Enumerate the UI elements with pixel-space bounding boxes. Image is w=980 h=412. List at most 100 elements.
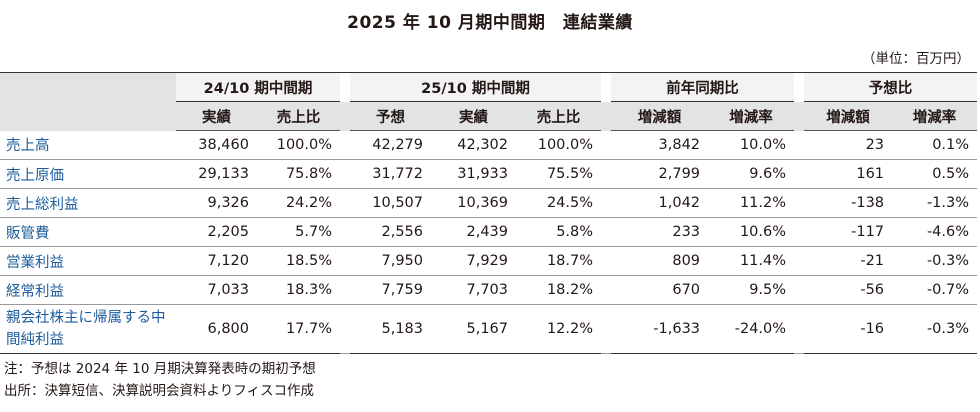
corner-cell [0, 72, 176, 131]
group-header-vs-forecast: 予想比 [804, 72, 978, 102]
cell-value: 31,933 [431, 159, 517, 189]
column-header-row: 実績 売上比 予想 実績 売上比 増減額 増減率 増減額 増減率 [0, 101, 978, 131]
unit-note: （単位：百万円） [862, 51, 970, 67]
cell-value: 3,842 [611, 130, 709, 160]
footnote-forecast: 注：予想は 2024 年 10 月期決算発表時の期初予想 [4, 361, 316, 377]
cell-value: 31,772 [350, 159, 432, 189]
cell-value: 11.4% [708, 246, 795, 276]
col-header: 増減率 [708, 101, 795, 131]
row-label: 親会社株主に帰属する中間純利益 [0, 304, 176, 354]
cell-value: -0.7% [892, 275, 978, 305]
cell-value: 161 [804, 159, 893, 189]
row-label: 経常利益 [0, 275, 176, 305]
cell-value: 42,302 [431, 130, 517, 160]
col-header: 増減額 [611, 101, 709, 131]
cell-value: 9,326 [176, 188, 257, 218]
col-header: 売上比 [257, 101, 341, 131]
table-row: 売上総利益 9,326 24.2% 10,507 10,369 24.5% 1,042 11.… [0, 188, 978, 218]
footnotes: 注：予想は 2024 年 10 月期決算発表時の期初予想 出所：決算短信、決算説… [4, 358, 316, 402]
col-header: 予想 [350, 101, 432, 131]
cell-value: 7,929 [431, 246, 517, 276]
cell-value: 5.7% [257, 217, 341, 247]
cell-value: 7,033 [176, 275, 257, 305]
cell-value: -1.3% [892, 188, 978, 218]
cell-value: 100.0% [516, 130, 602, 160]
cell-value: 18.5% [257, 246, 341, 276]
cell-value: 7,759 [350, 275, 432, 305]
table-row: 親会社株主に帰属する中間純利益 6,800 17.7% 5,183 5,167 12.2%… [0, 304, 978, 354]
cell-value: 18.7% [516, 246, 602, 276]
cell-value: 42,279 [350, 130, 432, 160]
cell-value: -16 [804, 304, 893, 354]
results-table: 24/10 期中間期 25/10 期中間期 前年同期比 予想比 実績 売上比 予… [0, 72, 978, 354]
cell-value: 0.5% [892, 159, 978, 189]
cell-value: 100.0% [257, 130, 341, 160]
col-header: 実績 [431, 101, 517, 131]
cell-value: 10.6% [708, 217, 795, 247]
cell-value: 11.2% [708, 188, 795, 218]
footnote-source: 出所：決算短信、決算説明会資料よりフィスコ作成 [4, 383, 314, 399]
cell-value: 7,950 [350, 246, 432, 276]
cell-value: -0.3% [892, 304, 978, 354]
cell-value: 809 [611, 246, 709, 276]
cell-value: 38,460 [176, 130, 257, 160]
cell-value: 75.8% [257, 159, 341, 189]
row-label: 売上原価 [0, 159, 176, 189]
table-row: 売上原価 29,133 75.8% 31,772 31,933 75.5% 2,799 9.6… [0, 159, 978, 189]
cell-value: 7,703 [431, 275, 517, 305]
cell-value: 233 [611, 217, 709, 247]
group-header-row: 24/10 期中間期 25/10 期中間期 前年同期比 予想比 [0, 72, 978, 131]
cell-value: 18.2% [516, 275, 602, 305]
cell-value: 9.6% [708, 159, 795, 189]
cell-value: 17.7% [257, 304, 341, 354]
table-title: 2025 年 10 月期中間期 連結業績 [347, 13, 633, 33]
cell-value: 5.8% [516, 217, 602, 247]
table-row: 営業利益 7,120 18.5% 7,950 7,929 18.7% 809 11.4% -21… [0, 246, 978, 276]
cell-value: 12.2% [516, 304, 602, 354]
cell-value: -4.6% [892, 217, 978, 247]
cell-value: -56 [804, 275, 893, 305]
cell-value: 2,799 [611, 159, 709, 189]
col-header: 増減率 [892, 101, 978, 131]
cell-value: 6,800 [176, 304, 257, 354]
cell-value: -21 [804, 246, 893, 276]
cell-value: 7,120 [176, 246, 257, 276]
cell-value: -1,633 [611, 304, 709, 354]
cell-value: 9.5% [708, 275, 795, 305]
cell-value: 23 [804, 130, 893, 160]
col-header: 売上比 [516, 101, 602, 131]
group-header-current-interim: 25/10 期中間期 [350, 72, 602, 102]
cell-value: 18.3% [257, 275, 341, 305]
row-label: 売上高 [0, 130, 176, 160]
col-header: 実績 [176, 101, 257, 131]
row-label: 営業利益 [0, 246, 176, 276]
cell-value: 24.5% [516, 188, 602, 218]
cell-value: -24.0% [708, 304, 795, 354]
col-header: 増減額 [804, 101, 893, 131]
table-row: 売上高 38,460 100.0% 42,279 42,302 100.0% 3,842 10… [0, 130, 978, 160]
row-label: 売上総利益 [0, 188, 176, 218]
cell-value: -138 [804, 188, 893, 218]
cell-value: 5,167 [431, 304, 517, 354]
cell-value: 29,133 [176, 159, 257, 189]
group-header-yoy: 前年同期比 [611, 72, 795, 102]
cell-value: 0.1% [892, 130, 978, 160]
cell-value: 24.2% [257, 188, 341, 218]
table-row: 経常利益 7,033 18.3% 7,759 7,703 18.2% 670 9.5% -56-… [0, 275, 978, 305]
cell-value: -0.3% [892, 246, 978, 276]
cell-value: 5,183 [350, 304, 432, 354]
table-row: 販管費 2,205 5.7% 2,556 2,439 5.8% 233 10.6% -117 -4… [0, 217, 978, 247]
row-label: 販管費 [0, 217, 176, 247]
cell-value: -117 [804, 217, 893, 247]
cell-value: 10,369 [431, 188, 517, 218]
cell-value: 2,205 [176, 217, 257, 247]
cell-value: 2,439 [431, 217, 517, 247]
cell-value: 2,556 [350, 217, 432, 247]
cell-value: 75.5% [516, 159, 602, 189]
cell-value: 10,507 [350, 188, 432, 218]
group-header-prev-interim: 24/10 期中間期 [176, 72, 341, 102]
cell-value: 10.0% [708, 130, 795, 160]
cell-value: 670 [611, 275, 709, 305]
cell-value: 1,042 [611, 188, 709, 218]
